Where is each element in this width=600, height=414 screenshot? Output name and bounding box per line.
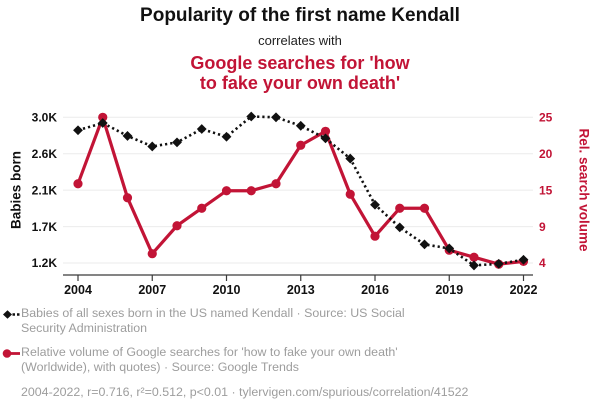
searches-point (73, 179, 83, 189)
x-tick-label: 2019 (435, 283, 463, 297)
y-left-tick-label: 2.1K (32, 183, 58, 197)
chart-header: Popularity of the first name Kendall cor… (0, 0, 600, 108)
searches-point (221, 186, 232, 196)
secondary-title-line1: Google searches for 'how (190, 53, 410, 73)
y-right-tick-label: 9 (539, 220, 546, 234)
babies-point (469, 260, 479, 271)
legend-babies-line1: Babies of all sexes born in the US named… (21, 306, 405, 320)
x-tick-label: 2010 (213, 283, 241, 297)
stats-footnote: 2004-2022, r=0.716, r²=0.512, p<0.01 · t… (21, 385, 469, 399)
chart-canvas: 3.0K 25 2.6K 20 2.1K 15 1.7K 9 1.2K 4 2004 2007 2010… (32, 111, 553, 298)
babies-line (77, 115, 524, 267)
y-left-tick-label: 3.0K (32, 111, 58, 125)
x-tick-label: 2022 (510, 283, 538, 297)
babies-point (147, 141, 158, 152)
x-tick-label: 2013 (287, 283, 315, 297)
secondary-title-line2: to fake your own death' (199, 72, 401, 93)
babies-point (370, 199, 380, 210)
babies-point (493, 258, 504, 269)
searches-point (296, 140, 306, 150)
x-tick-label: 2016 (361, 283, 389, 297)
legend-searches-line1: Relative volume of Google searches for '… (21, 345, 398, 359)
y-right-tick-label: 20 (539, 147, 553, 161)
searches-point (419, 203, 430, 213)
searches-point (370, 231, 380, 241)
babies-point (97, 118, 108, 128)
babies-point (444, 243, 455, 254)
secondary-title: Google searches for 'how to fake your ow… (0, 53, 600, 93)
babies-point (518, 254, 529, 265)
babies-point (394, 222, 405, 233)
babies-point (221, 131, 232, 142)
legend-babies-line2: Security Administration (21, 320, 148, 335)
diamond-dashed-legend-icon (3, 310, 20, 319)
chart-area: Babies born Rel. search volume 3.0K 25 2.6… (0, 100, 600, 305)
searches-point (345, 189, 355, 199)
babies-point (295, 120, 306, 131)
y-right-tick-label: 4 (539, 256, 546, 270)
legend-item-babies: Babies of all sexes born in the US named… (0, 306, 405, 336)
y-right-tick-label: 25 (539, 111, 553, 125)
y-left-tick-label: 1.7K (32, 220, 58, 234)
page-title: Popularity of the first name Kendall (140, 5, 460, 26)
babies-point (246, 111, 257, 122)
x-tick-label: 2007 (138, 283, 166, 297)
y-right-tick-label: 15 (539, 183, 553, 197)
babies-point (172, 137, 182, 148)
babies-point (196, 124, 207, 134)
y-left-tick-label: 2.6K (32, 147, 58, 161)
circle-solid-legend-icon (2, 349, 20, 358)
babies-point (271, 112, 281, 123)
babies-point (419, 239, 430, 250)
y-left-tick-label: 1.2K (32, 256, 58, 270)
searches-point (122, 193, 133, 203)
correlates-with-text: correlates with (258, 33, 342, 48)
babies-point (320, 133, 331, 144)
searches-point (271, 179, 281, 189)
searches-line (76, 115, 524, 266)
x-tick-label: 2004 (64, 283, 92, 297)
legend-searches-line2: (Worldwide), with quotes) · Source: Goog… (21, 359, 299, 374)
babies-point (345, 153, 356, 164)
searches-point (395, 203, 405, 213)
searches-point (147, 249, 157, 259)
searches-point (469, 252, 479, 262)
babies-point (73, 125, 83, 136)
searches-point (197, 203, 207, 213)
legend-item-searches: Relative volume of Google searches for '… (0, 345, 398, 375)
searches-point (320, 126, 331, 136)
searches-point (246, 186, 256, 196)
searches-point (172, 221, 182, 231)
babies-point (122, 131, 133, 141)
searches-point (98, 112, 108, 122)
